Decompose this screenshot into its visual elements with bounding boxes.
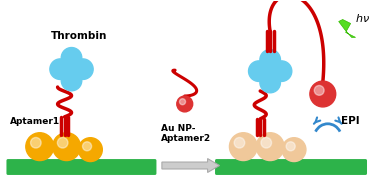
- Circle shape: [64, 62, 78, 76]
- Circle shape: [310, 81, 336, 107]
- Circle shape: [53, 133, 80, 160]
- Circle shape: [314, 85, 324, 95]
- Circle shape: [61, 48, 82, 68]
- Circle shape: [31, 137, 41, 148]
- Circle shape: [263, 64, 277, 78]
- Circle shape: [248, 61, 269, 81]
- Circle shape: [50, 59, 70, 79]
- Circle shape: [26, 133, 54, 160]
- Circle shape: [260, 50, 280, 70]
- Circle shape: [261, 137, 272, 148]
- Circle shape: [78, 138, 102, 162]
- Circle shape: [57, 137, 68, 148]
- Circle shape: [234, 137, 245, 148]
- Circle shape: [83, 142, 92, 151]
- FancyArrow shape: [162, 159, 219, 173]
- Polygon shape: [339, 19, 356, 37]
- Circle shape: [73, 59, 93, 79]
- Circle shape: [230, 133, 257, 160]
- Circle shape: [286, 142, 295, 151]
- Text: Thrombin: Thrombin: [51, 31, 108, 41]
- Circle shape: [177, 96, 193, 112]
- Circle shape: [260, 72, 280, 93]
- Circle shape: [180, 99, 186, 105]
- Circle shape: [256, 133, 284, 160]
- Circle shape: [282, 138, 306, 162]
- FancyBboxPatch shape: [6, 159, 157, 175]
- Circle shape: [271, 61, 292, 81]
- Text: Aptamer1: Aptamer1: [10, 117, 60, 126]
- Text: EPI: EPI: [341, 116, 360, 126]
- FancyBboxPatch shape: [215, 159, 367, 175]
- Text: Au NP-
Aptamer2: Au NP- Aptamer2: [161, 124, 211, 143]
- Text: $h\nu$: $h\nu$: [355, 12, 369, 23]
- Circle shape: [61, 70, 82, 91]
